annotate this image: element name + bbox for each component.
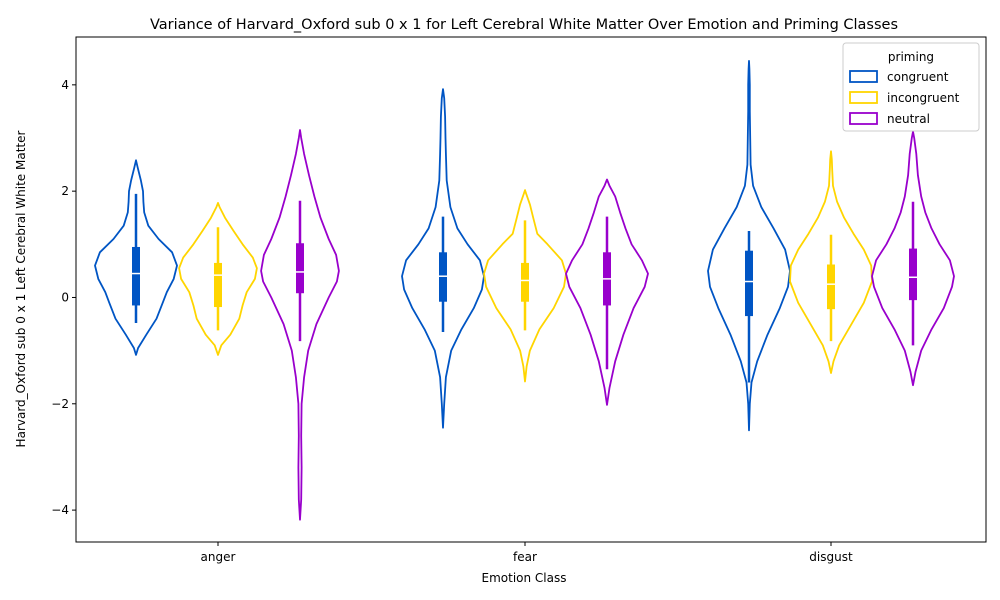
y-tick-label: 4: [61, 78, 69, 92]
violin-neutral-anger: [260, 129, 340, 521]
violin-iqr-box: [214, 262, 222, 308]
violin-iqr-box: [439, 252, 447, 302]
legend: priming congruent incongruent neutral: [842, 42, 980, 132]
legend-entry-neutral: neutral: [849, 112, 930, 126]
violin-congruent-anger: [94, 159, 178, 356]
violin-iqr-box: [521, 262, 529, 302]
x-tick-label: fear: [513, 550, 537, 564]
legend-label: incongruent: [887, 91, 960, 105]
violin-neutral-fear: [565, 178, 649, 406]
violin-iqr-box: [132, 246, 140, 306]
legend-entry-congruent: congruent: [849, 70, 949, 84]
violin-outline: [178, 202, 258, 356]
violin-outline: [565, 178, 649, 406]
axes: −4 −2 0 2 4 anger fear disgust: [51, 78, 853, 564]
violin-incongruent-disgust: [789, 150, 873, 374]
legend-label: congruent: [887, 70, 949, 84]
violin-congruent-disgust: [707, 60, 791, 432]
violin-iqr-box: [745, 250, 753, 317]
legend-label: neutral: [887, 112, 930, 126]
violin-iqr-box: [296, 243, 304, 294]
violin-outline: [94, 159, 178, 356]
violin-iqr-box: [909, 248, 917, 301]
legend-entries: congruent incongruent neutral: [849, 70, 960, 126]
violin-outline: [401, 88, 485, 429]
y-axis-label: Harvard_Oxford sub 0 x 1 Left Cerebral W…: [14, 130, 28, 447]
legend-box: [842, 42, 980, 132]
violin-outline: [483, 189, 567, 383]
violin-incongruent-anger: [178, 202, 258, 356]
plot-frame: [75, 36, 987, 543]
legend-swatch: [849, 70, 878, 83]
x-tick-label: anger: [201, 550, 236, 564]
legend-entry-incongruent: incongruent: [849, 91, 960, 105]
violin-outline: [260, 129, 340, 521]
legend-title: priming: [888, 50, 934, 64]
legend-swatch: [849, 112, 878, 125]
x-axis-label: Emotion Class: [482, 571, 567, 585]
violin-iqr-box: [827, 264, 835, 310]
y-tick-label: 2: [61, 184, 69, 198]
violin-outline: [871, 130, 955, 387]
violin-congruent-fear: [401, 88, 485, 429]
y-tick-label: −4: [51, 503, 69, 517]
x-tick-label: disgust: [809, 550, 853, 564]
violin-incongruent-fear: [483, 189, 567, 383]
y-tick-label: −2: [51, 397, 69, 411]
violin-outline: [789, 150, 873, 374]
legend-swatch: [849, 91, 878, 104]
violin-neutral-disgust: [871, 130, 955, 387]
y-tick-label: 0: [61, 290, 69, 304]
chart-title: Variance of Harvard_Oxford sub 0 x 1 for…: [150, 17, 898, 33]
plot-area: [94, 60, 955, 521]
violin-outline: [707, 60, 791, 432]
